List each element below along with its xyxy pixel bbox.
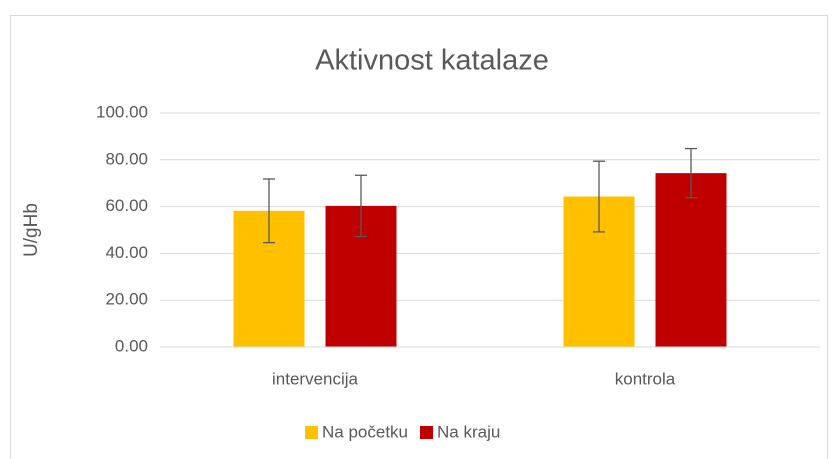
x-tick-label: kontrola <box>615 369 676 388</box>
y-tick-label: 0.00 <box>115 336 148 355</box>
legend-swatch <box>305 426 318 439</box>
y-axis-label: U/gHb <box>21 203 42 257</box>
error-bar <box>685 147 697 199</box>
bar <box>655 173 727 347</box>
y-tick-label: 40.00 <box>105 243 148 262</box>
y-tick-label: 20.00 <box>105 290 148 309</box>
y-tick-label: 80.00 <box>105 149 148 168</box>
legend-label: Na početku <box>322 422 408 441</box>
y-tick-label: 60.00 <box>105 196 148 215</box>
legend-label: Na kraju <box>437 422 500 441</box>
x-tick-label: intervencija <box>272 369 359 388</box>
error-bar <box>593 160 605 233</box>
y-tick-label: 100.00 <box>96 102 148 121</box>
legend-swatch <box>420 426 433 439</box>
error-bar <box>263 178 275 244</box>
error-bar <box>355 174 367 238</box>
chart-title: Aktivnost katalaze <box>315 45 549 77</box>
